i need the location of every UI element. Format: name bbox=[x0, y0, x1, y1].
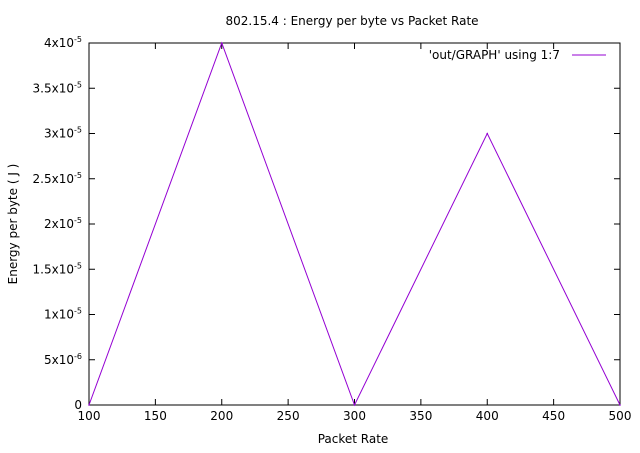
y-tick-label: 5x10-6 bbox=[44, 352, 82, 367]
y-tick-mantissa: 5x10 bbox=[44, 353, 74, 367]
data-point bbox=[220, 42, 223, 44]
chart-title: 802.15.4 : Energy per byte vs Packet Rat… bbox=[225, 14, 478, 28]
ticks: 100 150 200 250 300 350 400 450 50005x10-61x10-5… bbox=[33, 35, 632, 423]
y-tick-mantissa: 4x10 bbox=[44, 36, 74, 50]
data-point bbox=[486, 132, 489, 135]
y-tick-mantissa: 1x10 bbox=[44, 308, 74, 322]
y-tick-mantissa: 0 bbox=[74, 398, 82, 412]
plot-frame bbox=[88, 42, 621, 406]
y-tick-mantissa: 3x10 bbox=[44, 127, 74, 141]
x-tick-label: 500 bbox=[609, 409, 632, 423]
data-point bbox=[353, 404, 356, 406]
x-tick-label: 150 bbox=[144, 409, 167, 423]
y-tick-mantissa: 1.5x10 bbox=[33, 262, 74, 276]
data-point bbox=[88, 404, 90, 406]
x-axis-title: Packet Rate bbox=[318, 432, 389, 446]
legend: 'out/GRAPH' using 1:7 bbox=[429, 48, 606, 62]
y-tick-label: 3x10-5 bbox=[44, 126, 82, 141]
y-tick-label: 3.5x10-5 bbox=[33, 80, 82, 95]
y-tick-exponent: -5 bbox=[74, 261, 82, 270]
y-tick-exponent: -5 bbox=[74, 171, 82, 180]
y-tick-exponent: -5 bbox=[74, 216, 82, 225]
axes bbox=[88, 42, 621, 406]
x-tick-label: 450 bbox=[542, 409, 565, 423]
y-tick-label: 1.5x10-5 bbox=[33, 261, 82, 276]
y-tick-exponent: -5 bbox=[74, 307, 82, 316]
x-tick-label: 250 bbox=[277, 409, 300, 423]
y-tick-label: 1x10-5 bbox=[44, 307, 82, 322]
series-line bbox=[88, 41, 621, 407]
x-tick-label: 350 bbox=[409, 409, 432, 423]
y-tick-exponent: -5 bbox=[74, 80, 82, 89]
x-tick-label: 100 bbox=[78, 409, 101, 423]
legend-label: 'out/GRAPH' using 1:7 bbox=[429, 48, 560, 62]
y-tick-mantissa: 2x10 bbox=[44, 217, 74, 231]
y-tick-exponent: -5 bbox=[74, 35, 82, 44]
x-tick-label: 300 bbox=[343, 409, 366, 423]
y-tick-mantissa: 2.5x10 bbox=[33, 172, 74, 186]
y-tick-label: 2.5x10-5 bbox=[33, 171, 82, 186]
x-tick-label: 200 bbox=[210, 409, 233, 423]
y-tick-label: 4x10-5 bbox=[44, 35, 82, 50]
y-tick-label: 2x10-5 bbox=[44, 216, 82, 231]
y-tick-label: 0 bbox=[74, 398, 82, 412]
x-tick-label: 400 bbox=[476, 409, 499, 423]
y-tick-exponent: -6 bbox=[74, 352, 82, 361]
data-point bbox=[619, 404, 621, 406]
y-tick-mantissa: 3.5x10 bbox=[33, 81, 74, 95]
y-axis-title: Energy per byte ( J ) bbox=[6, 164, 20, 285]
series-layer bbox=[88, 41, 621, 407]
y-tick-exponent: -5 bbox=[74, 126, 82, 135]
